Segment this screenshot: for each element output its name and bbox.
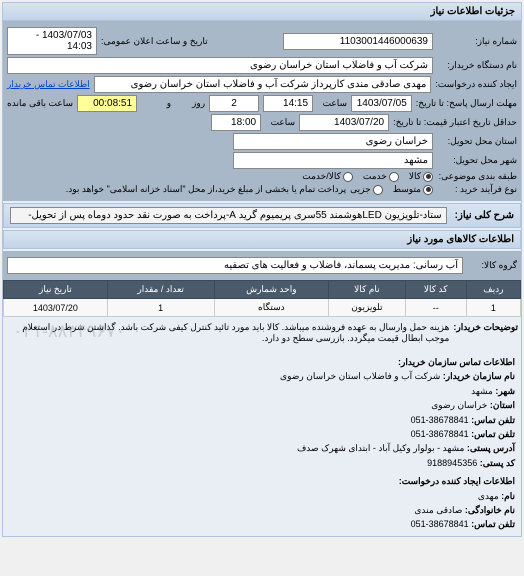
radio-dot-icon [423,185,433,195]
buyer-note-label: توضیحات خریدار: [453,322,518,333]
creator-field: مهدی صادقی مندی کارپرداز شرکت آب و فاضلا… [94,76,432,93]
c-postal: 9188945356 [427,458,477,468]
c-org-label: نام سازمان خریدار: [443,371,515,381]
radio-option[interactable]: کالا/خدمت [302,171,353,182]
table-header: تعداد / مقدار [107,281,214,299]
price-validity-date-field: 1403/07/20 [299,114,389,131]
radio-label: جزیی [350,184,371,195]
table-cell: 1403/07/20 [4,299,108,317]
subject-radio-group: کالا خدمت کالا/خدمت [302,171,433,182]
table-header: ردیف [466,281,520,299]
c-cphone-label: تلفن تماس: [471,519,515,529]
deadline-hour-field: 14:15 [263,95,313,112]
need-title-bar: شرح کلی نیاز: ستاد-تلویزیون LEDهوشمند 55… [3,203,521,228]
contact-link[interactable]: اطلاعات تماس خریدار [7,79,90,90]
c-fax: 38678841-051 [411,429,469,439]
radio-dot-icon [389,172,399,182]
c-province-label: استان: [490,400,515,410]
c-phone-label: تلفن تماس: [471,415,515,425]
details-panel: جزئیات اطلاعات نیاز شماره نیاز: 11030014… [2,2,522,537]
table-cell: 1 [466,299,520,317]
deadline-date-field: 1403/07/05 [351,95,412,112]
goods-table: ردیفکد کالانام کالاواحد شمارشتعداد / مقد… [3,280,521,317]
need-title-field: ستاد-تلویزیون LEDهوشمند 55سری پریمیوم گر… [10,207,447,224]
days-left-field: 2 [209,95,259,112]
c-cphone: 38678841-051 [411,519,469,529]
table-header: تاریخ نیاز [4,281,108,299]
table-cell: -- [405,299,466,317]
goods-area: گروه کالا: آب رسانی: مدیریت پسماند، فاضل… [3,251,521,280]
org-label: نام دستگاه خریدار: [437,60,517,71]
table-cell: تلویزیون [329,299,406,317]
c-postal-label: کد پستی: [480,458,515,468]
goods-group-label: گروه کالا: [467,260,517,271]
hour-label-2: ساعت [265,117,295,128]
announce-field: 1403/07/03 - 14:03 [7,27,97,55]
c-address: مشهد - بولوار وکیل آباد - ابتدای شهرک صد… [297,443,464,453]
price-validity-label: حداقل تاریخ اعتبار قیمت: تا تاریخ: [393,117,517,128]
c-address-label: آدرس پستی: [467,443,515,453]
buyer-note-area: توضیحات خریدار: هزینه حمل وارسال به عهده… [3,319,521,349]
table-row: 1--تلویزیوندستگاه11403/07/20 [4,299,521,317]
org-field: شرکت آب و فاضلاب استان خراسان رضوی [7,57,433,74]
price-validity-hour-field: 18:00 [211,114,261,131]
announce-label: تاریخ و ساعت اعلان عمومی: [101,36,279,47]
radio-label: کالا/خدمت [302,171,341,182]
radio-dot-icon [423,172,433,182]
c-city-label: شهر: [495,386,515,396]
table-header: کد کالا [405,281,466,299]
table-header: واحد شمارش [214,281,329,299]
table-cell: دستگاه [214,299,329,317]
need-title-label: شرح کلی نیاز: [455,210,514,221]
purchase-note: پرداخت تمام یا بخشی از مبلغ خرید،از محل … [7,184,346,195]
day-label: روز [175,98,205,109]
time-left-field: 00:08:51 [77,95,137,112]
goods-group-field: آب رسانی: مدیریت پسماند، فاضلاب و فعالیت… [7,257,463,274]
radio-label: خدمت [363,171,387,182]
request-no-label: شماره نیاز: [437,36,517,47]
hour-label-1: ساعت [317,98,347,109]
request-no-field: 1103001446000639 [283,33,433,50]
c-family: صادقی مندی [414,505,462,515]
radio-dot-icon [343,172,353,182]
radio-label: متوسط [393,184,421,195]
purchase-type-label: نوع فرآیند خرید : [437,184,517,195]
form-area: شماره نیاز: 1103001446000639 تاریخ و ساع… [3,21,521,201]
province-field: خراسان رضوی [233,133,433,150]
buyer-note-text: هزینه حمل وارسال به عهده فروشنده میباشد.… [6,322,449,344]
province-label: استان محل تحویل: [437,136,517,147]
radio-dot-icon [373,185,383,195]
c-name: مهدی [478,491,499,501]
contact-block: اطلاعات تماس سازمان خریدار: نام سازمان خ… [3,351,521,536]
panel-title: جزئیات اطلاعات نیاز [3,3,521,21]
radio-option[interactable]: خدمت [363,171,399,182]
radio-option[interactable]: متوسط [393,184,433,195]
radio-option[interactable]: کالا [409,171,433,182]
city-field: مشهد [233,152,433,169]
table-cell: 1 [107,299,214,317]
c-city: مشهد [471,386,493,396]
c-org: شرکت آب و فاضلاب استان خراسان رضوی [280,371,440,381]
deadline-label: مهلت ارسال پاسخ: تا تاریخ: [416,98,517,109]
creator-label: ایجاد کننده درخواست: [435,79,517,90]
c-province: خراسان رضوی [431,400,487,410]
contact-header: اطلاعات تماس سازمان خریدار: [9,355,515,369]
c-name-label: نام: [501,491,515,501]
creator-header: اطلاعات ایجاد کننده درخواست: [9,474,515,488]
c-family-label: نام خانوادگی: [465,505,515,515]
purchase-radio-group: متوسط جزیی [350,184,433,195]
c-fax-label: تلفن تماس: [471,429,515,439]
and-label: و [141,98,171,109]
subject-category-label: طبقه بندی موضوعی: [437,171,517,182]
c-phone: 38678841-051 [411,415,469,425]
table-header: نام کالا [329,281,406,299]
radio-label: کالا [409,171,421,182]
city-label: شهر محل تحویل: [437,155,517,166]
radio-option[interactable]: جزیی [350,184,383,195]
remaining-label: ساعت باقی مانده [7,98,73,109]
goods-section-title: اطلاعات کالاهای مورد نیاز [3,230,521,249]
